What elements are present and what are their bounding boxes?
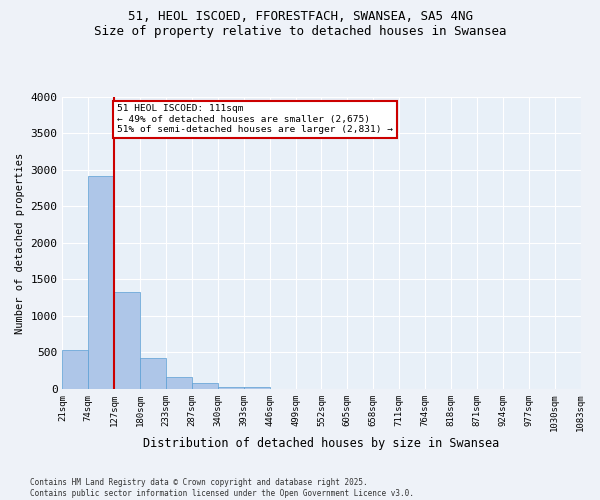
Bar — [114, 292, 140, 389]
Bar — [166, 378, 192, 389]
Bar — [244, 388, 269, 389]
Y-axis label: Number of detached properties: Number of detached properties — [15, 152, 25, 334]
Text: Contains HM Land Registry data © Crown copyright and database right 2025.
Contai: Contains HM Land Registry data © Crown c… — [30, 478, 414, 498]
Bar — [218, 387, 244, 389]
Bar — [88, 176, 114, 389]
Text: 51, HEOL ISCOED, FFORESTFACH, SWANSEA, SA5 4NG
Size of property relative to deta: 51, HEOL ISCOED, FFORESTFACH, SWANSEA, S… — [94, 10, 506, 38]
Bar — [192, 383, 218, 389]
Text: 51 HEOL ISCOED: 111sqm
← 49% of detached houses are smaller (2,675)
51% of semi-: 51 HEOL ISCOED: 111sqm ← 49% of detached… — [117, 104, 393, 134]
Bar — [140, 358, 166, 389]
X-axis label: Distribution of detached houses by size in Swansea: Distribution of detached houses by size … — [143, 437, 500, 450]
Bar — [62, 350, 88, 389]
